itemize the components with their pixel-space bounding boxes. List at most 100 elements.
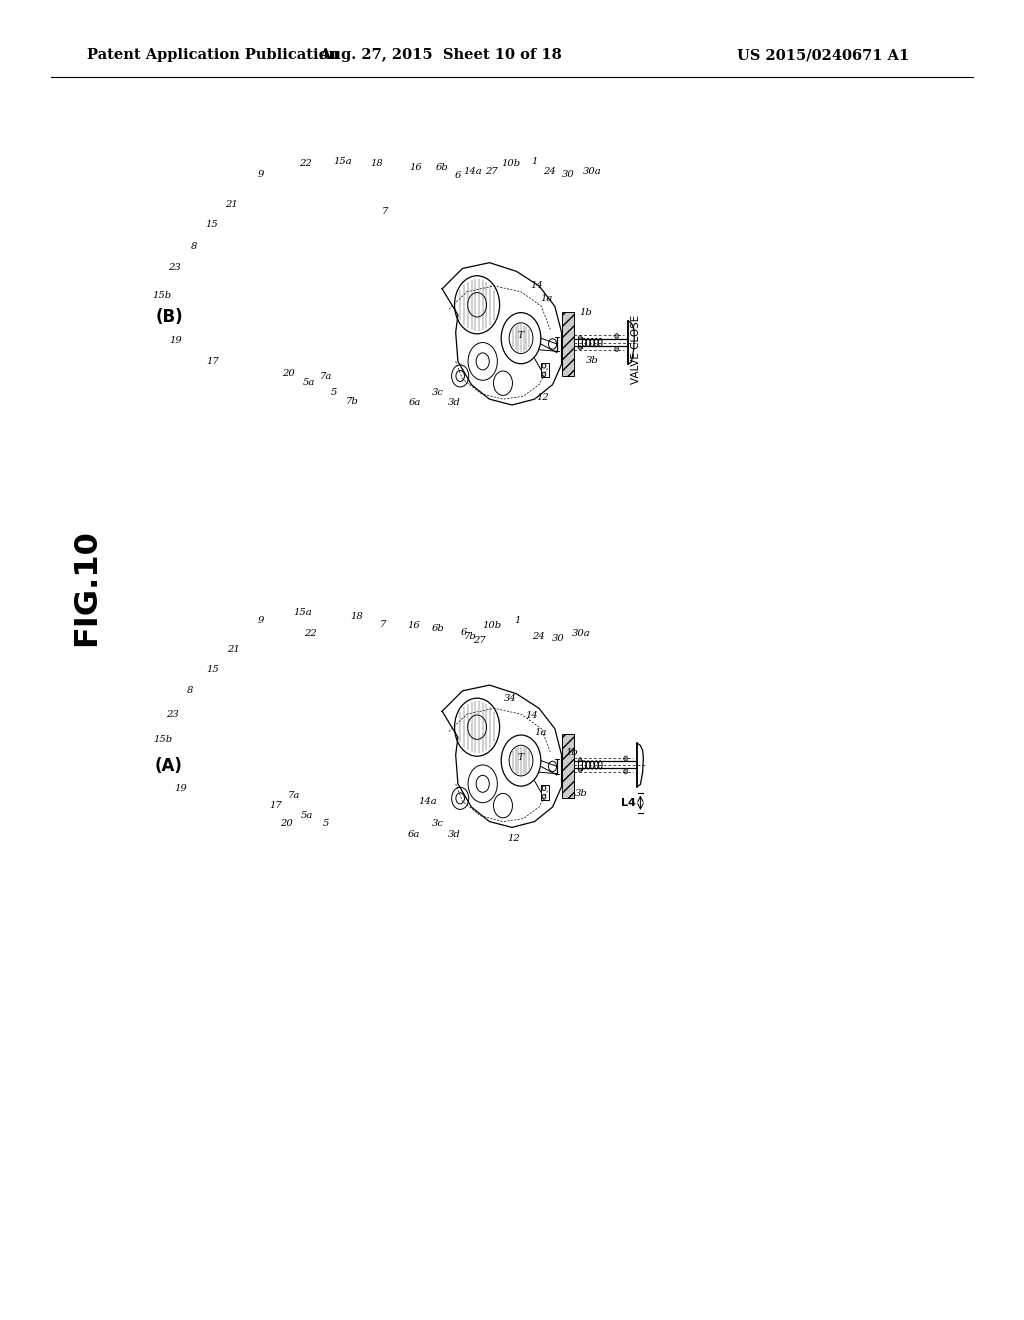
Text: 15b: 15b bbox=[154, 735, 172, 743]
Text: L4: L4 bbox=[621, 797, 636, 808]
Bar bbox=[579, 760, 582, 770]
Text: 21: 21 bbox=[225, 201, 238, 209]
Circle shape bbox=[455, 698, 500, 756]
Text: FIG.10: FIG.10 bbox=[72, 529, 102, 645]
Text: 10b: 10b bbox=[502, 160, 520, 168]
Text: 1a: 1a bbox=[541, 294, 553, 302]
Text: 34: 34 bbox=[504, 694, 516, 702]
Circle shape bbox=[501, 735, 541, 787]
Circle shape bbox=[468, 766, 498, 803]
Text: 7: 7 bbox=[382, 207, 388, 215]
Circle shape bbox=[579, 335, 582, 339]
Text: 1b: 1b bbox=[580, 309, 592, 317]
Text: 16: 16 bbox=[410, 164, 422, 172]
Text: 14: 14 bbox=[530, 281, 543, 289]
Text: 8: 8 bbox=[187, 686, 194, 694]
Text: 12: 12 bbox=[537, 393, 549, 401]
Circle shape bbox=[614, 334, 618, 339]
Text: 1: 1 bbox=[514, 616, 520, 624]
Circle shape bbox=[452, 364, 469, 387]
Circle shape bbox=[579, 346, 582, 350]
Text: 3c: 3c bbox=[432, 820, 444, 828]
Text: 15b: 15b bbox=[153, 292, 171, 300]
Circle shape bbox=[624, 768, 628, 774]
Text: 27: 27 bbox=[485, 168, 498, 176]
Text: 10b: 10b bbox=[482, 622, 501, 630]
Circle shape bbox=[624, 756, 628, 762]
Bar bbox=[542, 785, 549, 800]
Circle shape bbox=[509, 323, 532, 354]
Circle shape bbox=[494, 793, 512, 818]
Text: 6: 6 bbox=[461, 628, 467, 636]
Bar bbox=[579, 338, 582, 347]
Text: 20: 20 bbox=[281, 820, 293, 828]
Bar bbox=[561, 312, 573, 376]
Circle shape bbox=[455, 276, 500, 334]
Text: 15a: 15a bbox=[334, 157, 352, 165]
Text: 9: 9 bbox=[258, 170, 264, 178]
Circle shape bbox=[509, 746, 532, 776]
Text: 17: 17 bbox=[269, 801, 282, 809]
Text: 15: 15 bbox=[206, 220, 218, 228]
Text: 3b: 3b bbox=[575, 789, 588, 797]
Text: 14a: 14a bbox=[419, 797, 437, 805]
Circle shape bbox=[468, 343, 498, 380]
Circle shape bbox=[579, 768, 582, 772]
Text: 7b: 7b bbox=[464, 632, 476, 640]
Text: 8: 8 bbox=[190, 243, 197, 251]
Text: 23: 23 bbox=[166, 710, 178, 718]
Text: 22: 22 bbox=[304, 630, 316, 638]
Circle shape bbox=[452, 787, 469, 809]
Text: 6a: 6a bbox=[409, 399, 421, 407]
Text: Patent Application Publication: Patent Application Publication bbox=[87, 49, 339, 62]
Text: T: T bbox=[518, 331, 524, 339]
Text: (A): (A) bbox=[155, 756, 183, 775]
Text: T: T bbox=[518, 754, 524, 762]
Text: 7a: 7a bbox=[288, 792, 300, 800]
Circle shape bbox=[614, 346, 618, 351]
Text: 30a: 30a bbox=[583, 168, 601, 176]
Text: 3b: 3b bbox=[586, 356, 598, 364]
Text: 16: 16 bbox=[408, 622, 420, 630]
Text: 21: 21 bbox=[227, 645, 240, 653]
Bar bbox=[542, 363, 549, 378]
Text: 19: 19 bbox=[170, 337, 182, 345]
Bar bbox=[561, 734, 573, 799]
Text: 3d: 3d bbox=[449, 399, 461, 407]
Text: 15: 15 bbox=[207, 665, 219, 673]
Text: 23: 23 bbox=[168, 264, 180, 272]
Text: 5a: 5a bbox=[301, 812, 313, 820]
Text: 5: 5 bbox=[331, 388, 337, 396]
Circle shape bbox=[501, 313, 541, 364]
Text: 1: 1 bbox=[531, 157, 538, 165]
Text: 5: 5 bbox=[323, 820, 329, 828]
Text: 22: 22 bbox=[299, 160, 311, 168]
Text: 3d: 3d bbox=[449, 830, 461, 838]
Text: 24: 24 bbox=[532, 632, 545, 640]
Text: US 2015/0240671 A1: US 2015/0240671 A1 bbox=[737, 49, 909, 62]
Text: 19: 19 bbox=[174, 784, 186, 792]
Text: 1b: 1b bbox=[565, 748, 578, 756]
Text: 30: 30 bbox=[552, 635, 564, 643]
Text: 20: 20 bbox=[283, 370, 295, 378]
Circle shape bbox=[549, 762, 557, 772]
Text: 15a: 15a bbox=[294, 609, 312, 616]
Text: 18: 18 bbox=[371, 160, 383, 168]
Text: 6b: 6b bbox=[432, 624, 444, 632]
Text: 14: 14 bbox=[525, 711, 538, 719]
Text: 6: 6 bbox=[455, 172, 461, 180]
Text: 6a: 6a bbox=[408, 830, 420, 838]
Text: 1a: 1a bbox=[535, 729, 547, 737]
Text: 6b: 6b bbox=[436, 164, 449, 172]
Text: 24: 24 bbox=[544, 168, 556, 176]
Circle shape bbox=[579, 758, 582, 762]
Text: 7b: 7b bbox=[346, 397, 358, 405]
Text: 17: 17 bbox=[207, 358, 219, 366]
Text: 3c: 3c bbox=[432, 388, 444, 396]
Text: 12: 12 bbox=[508, 834, 520, 842]
Text: 14a: 14a bbox=[464, 168, 482, 176]
Text: 27: 27 bbox=[473, 636, 485, 644]
Text: Aug. 27, 2015  Sheet 10 of 18: Aug. 27, 2015 Sheet 10 of 18 bbox=[318, 49, 562, 62]
Text: 18: 18 bbox=[350, 612, 362, 620]
Text: 7a: 7a bbox=[319, 372, 332, 380]
